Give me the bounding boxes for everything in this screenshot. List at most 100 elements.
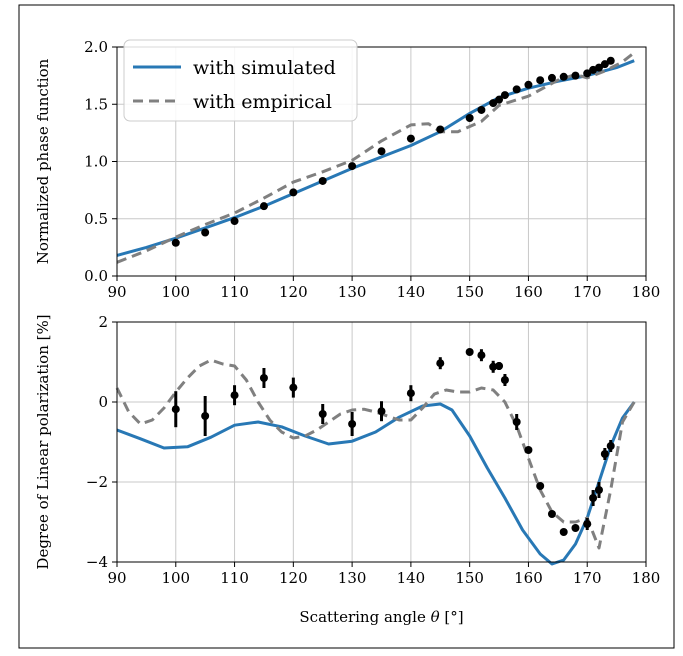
legend-label-empirical: with empirical [193,91,332,113]
phase-xtick-label: 160 [514,283,543,301]
dolp-xtick-label: 130 [338,569,367,587]
x-axis-label: Scattering angle θ [°] [299,608,463,626]
polarization-ylabel: Degree of Linear polarization [%] [34,314,52,569]
dolp-ytick-label: 2 [98,313,108,331]
phase-data-point [536,76,545,85]
phase-xtick-label: 120 [279,283,308,301]
dolp-data-point [465,348,474,356]
dolp-xtick-label: 160 [514,569,543,587]
phase-data-point [377,147,386,156]
dolp-data-point [571,524,580,532]
phase-data-point [594,63,603,72]
dolp-data-point [377,407,386,416]
phase-data-point [559,72,568,81]
phase-xtick-label: 170 [573,283,602,301]
dolp-data-point [477,351,486,360]
dolp-data-point [201,412,210,420]
phase-xtick-label: 180 [632,283,661,301]
phase-ytick-label: 1.0 [84,153,108,171]
phase-data-point [230,217,239,226]
polarization-plot-frame [116,321,647,563]
dolp-xtick-label: 90 [107,569,126,587]
dolp-xtick-label: 150 [455,569,484,587]
x-axis-label-symbol: θ [431,608,440,626]
dolp-data-point [495,362,504,370]
legend-label-simulated: with simulated [193,57,336,79]
phase-ytick-label: 1.5 [84,95,108,113]
phase-data-point [500,91,509,100]
dolp-data-point [406,389,415,398]
phase-data-point [571,71,580,80]
x-axis-label-suffix: [°] [440,608,464,626]
dolp-data-point [171,405,180,414]
phase-data-point [465,113,474,122]
dolp-data-point [230,391,239,400]
phase-data-point [583,69,592,78]
phase-data-point [606,56,615,65]
phase-data-point [477,105,486,114]
dolp-xtick-label: 120 [279,569,308,587]
phase-function-ticks: 90 100 110 120 130 140 150 160 170 180 0.0 0.5 1.0 1.… [84,38,660,301]
dolp-xtick-label: 110 [220,569,249,587]
dolp-data-point [259,374,268,382]
dolp-data-point [536,482,545,490]
phase-ytick-label: 0.5 [84,210,108,228]
phase-data-point [600,60,609,69]
phase-data-point [171,238,180,247]
dolp-xtick-label: 100 [161,569,190,587]
dolp-data-point [559,528,568,536]
dolp-data-point [500,376,509,384]
phase-xtick-label: 140 [397,283,426,301]
legend-box [123,39,358,122]
dolp-xtick-label: 180 [632,569,661,587]
dolp-ytick-label: 0 [98,393,108,411]
dolp-data-point [606,442,615,450]
dolp-data-point [512,418,521,426]
phase-data-point [406,134,415,143]
phase-xtick-label: 100 [161,283,190,301]
polarization-ticks: 90 100 110 120 130 140 150 160 170 180 −4 −2 0 2 [86,313,660,587]
phase-data-point [318,176,327,185]
dolp-data-point [318,410,327,418]
polarization-series [115,358,636,566]
phase-ytick-label: 2.0 [84,38,108,56]
phase-data-point [289,188,298,197]
dolp-data-point [589,494,598,502]
dolp-line-simulated [116,401,636,566]
phase-function-panel: 90 100 110 120 130 140 150 160 170 180 0.0 0.5 1.0 1.… [34,38,660,301]
phase-function-points [171,56,615,247]
polarization-points [171,348,615,536]
phase-xtick-label: 150 [455,283,484,301]
dolp-ytick-label: −4 [86,553,108,571]
phase-data-point [524,80,533,89]
dolp-data-point [489,362,498,371]
phase-xtick-label: 90 [107,283,126,301]
phase-data-point [489,99,498,108]
phase-data-point [201,228,210,237]
dolp-data-point [348,420,357,428]
phase-data-point [259,202,268,211]
dolp-xtick-label: 170 [573,569,602,587]
phase-data-point [495,95,504,104]
dolp-data-point [583,520,592,528]
phase-data-point [436,125,445,134]
phase-ytick-label: 0.0 [84,267,108,285]
phase-data-point [512,85,521,94]
dolp-data-point [436,359,445,368]
legend: with simulated with empirical [123,39,358,122]
dolp-ytick-label: −2 [86,473,108,491]
phase-xtick-label: 110 [220,283,249,301]
x-axis-label-prefix: Scattering angle [299,608,430,626]
phase-function-ylabel: Normalized phase function [34,58,52,264]
dolp-xtick-label: 140 [397,569,426,587]
dolp-data-point [547,510,556,518]
dolp-line-empirical [115,358,636,550]
phase-function-series [116,51,636,264]
dolp-data-point [524,446,533,454]
polarization-panel: 90 100 110 120 130 140 150 160 170 180 −4 −2 0 2 Degr… [34,313,660,587]
dolp-data-point [289,383,298,392]
phase-data-point [348,162,357,171]
dolp-data-point [594,486,603,494]
